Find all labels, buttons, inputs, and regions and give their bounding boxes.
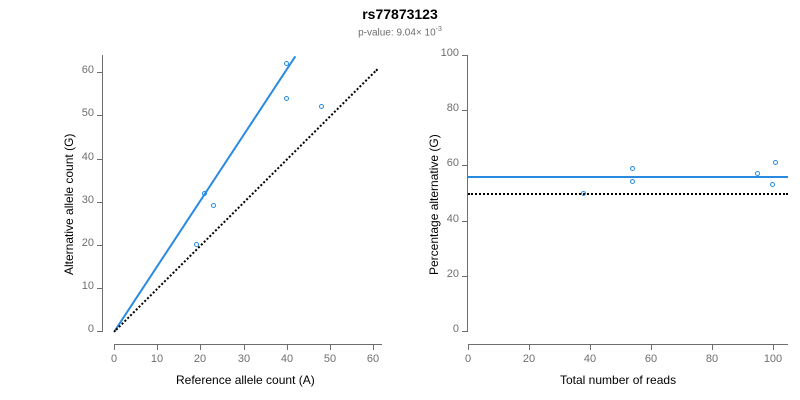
left-x-tick-label: 60: [366, 353, 380, 365]
right-y-tick-label: 100: [440, 47, 459, 59]
page-title: rs77873123: [362, 6, 438, 22]
left-x-tick: [244, 344, 245, 350]
left-x-tick: [373, 344, 374, 350]
left-y-tick-label: 10: [81, 280, 94, 292]
right-x-tick-label: 40: [583, 353, 597, 365]
left-plot-area: [103, 50, 388, 331]
right-data-point: [630, 179, 636, 185]
left-y-tick-label: 20: [81, 237, 94, 249]
right-x-tick: [651, 344, 652, 350]
left-y-tick: [97, 202, 103, 203]
right-x-axis-title: Total number of reads: [560, 373, 677, 387]
right-x-tick-label: 60: [644, 353, 658, 365]
right-y-axis-line: [467, 55, 468, 332]
right-x-tick-label: 20: [522, 353, 536, 365]
left-data-point: [284, 95, 290, 101]
right-y-tick: [462, 276, 468, 277]
left-y-tick-label: 30: [81, 194, 94, 206]
right-x-tick: [529, 344, 530, 350]
right-y-tick-label: 80: [446, 102, 459, 114]
left-data-point: [284, 61, 290, 67]
right-y-tick-label: 20: [446, 268, 459, 280]
left-y-axis-line: [102, 55, 103, 332]
left-x-tick: [200, 344, 201, 350]
right-plot-panel: 0 20 40 60 80 100 0 20 40 60 80 100 Percentage alt…: [400, 0, 800, 400]
pvalue-annotation: p-value: 9.04× 10-3: [0, 24, 800, 39]
right-data-point: [630, 165, 636, 171]
pvalue-text: p-value: 9.04× 10: [358, 27, 436, 39]
left-y-axis-title: Alternative allele count (G): [62, 133, 76, 275]
left-y-tick: [97, 245, 103, 246]
right-x-tick: [712, 344, 713, 350]
right-y-tick: [462, 110, 468, 111]
left-x-axis-line: [114, 344, 382, 345]
left-x-tick-label: 0: [110, 353, 118, 365]
left-x-tick-label: 50: [323, 353, 337, 365]
right-y-tick: [462, 165, 468, 166]
right-x-tick: [590, 344, 591, 350]
right-plot-area: [468, 50, 788, 331]
left-x-tick: [287, 344, 288, 350]
right-x-tick-label: 80: [705, 353, 719, 365]
left-data-point: [193, 242, 199, 248]
right-data-point: [773, 160, 779, 166]
right-fifty-percent-line: [468, 193, 788, 195]
right-data-point: [581, 190, 587, 196]
left-y-tick: [97, 72, 103, 73]
left-y-tick-label: 60: [81, 64, 94, 76]
left-y-tick: [97, 159, 103, 160]
right-y-tick-label: 40: [446, 213, 459, 225]
left-y-tick-label: 50: [81, 107, 94, 119]
left-x-tick-label: 30: [237, 353, 251, 365]
left-y-tick: [97, 331, 103, 332]
left-x-tick-label: 20: [193, 353, 207, 365]
right-x-tick-label: 100: [763, 353, 783, 365]
right-y-axis-title: Percentage alternative (G): [427, 134, 441, 275]
right-data-point: [755, 171, 761, 177]
right-x-tick-label: 0: [464, 353, 472, 365]
right-y-tick-label: 0: [452, 323, 459, 335]
right-x-axis-line: [468, 344, 788, 345]
left-y-tick-label: 0: [87, 323, 94, 335]
right-data-point: [770, 182, 776, 188]
right-x-tick: [468, 344, 469, 350]
left-y-tick: [97, 115, 103, 116]
right-mean-percentage-line: [468, 176, 788, 179]
left-y-tick: [97, 288, 103, 289]
left-x-tick: [330, 344, 331, 350]
left-x-tick: [114, 344, 115, 350]
right-x-tick: [773, 344, 774, 350]
right-y-tick: [462, 221, 468, 222]
pvalue-exponent: -3: [435, 26, 442, 33]
right-y-tick: [462, 331, 468, 332]
left-x-tick-label: 10: [150, 353, 164, 365]
left-x-axis-title: Reference allele count (A): [176, 373, 315, 387]
figure-header: rs77873123 p-value: 9.04× 10-3: [0, 0, 800, 39]
right-y-tick-label: 60: [446, 157, 459, 169]
left-y-tick-label: 40: [81, 151, 94, 163]
left-x-tick: [157, 344, 158, 350]
right-y-tick: [462, 55, 468, 56]
left-data-point: [318, 104, 324, 110]
left-plot-panel: 0 10 20 30 40 50 60 0 10 20 30 40 50 60 Alternative …: [62, 50, 388, 387]
left-data-point: [210, 203, 216, 209]
left-data-point: [202, 190, 208, 196]
left-x-tick-label: 40: [280, 353, 294, 365]
